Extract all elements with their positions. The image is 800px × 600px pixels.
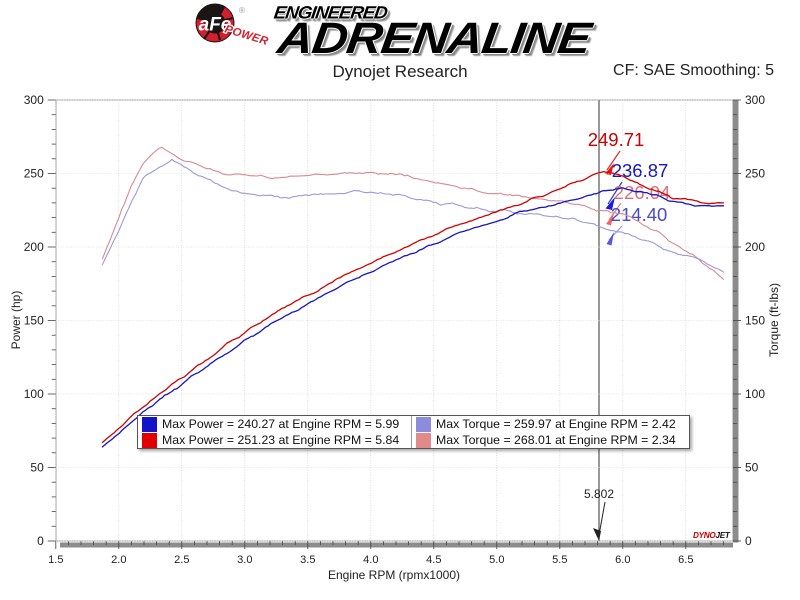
svg-text:Engine RPM (rpmx1000): Engine RPM (rpmx1000) <box>328 568 460 582</box>
svg-text:4.0: 4.0 <box>363 554 378 566</box>
svg-text:200: 200 <box>745 240 765 254</box>
svg-text:1.5: 1.5 <box>48 554 63 566</box>
svg-text:6.5: 6.5 <box>678 554 693 566</box>
svg-text:2.5: 2.5 <box>174 554 189 566</box>
svg-text:4.5: 4.5 <box>426 554 441 566</box>
svg-text:DYNOJET: DYNOJET <box>693 531 731 540</box>
svg-text:300: 300 <box>24 93 44 107</box>
svg-text:250: 250 <box>745 167 765 181</box>
svg-text:0: 0 <box>37 534 44 548</box>
svg-text:300: 300 <box>745 93 765 107</box>
svg-text:6.0: 6.0 <box>615 554 630 566</box>
svg-text:200: 200 <box>24 240 44 254</box>
svg-text:150: 150 <box>24 314 44 328</box>
svg-text:150: 150 <box>745 314 765 328</box>
svg-text:100: 100 <box>24 387 44 401</box>
svg-text:5.802: 5.802 <box>584 487 614 501</box>
svg-text:50: 50 <box>745 461 759 475</box>
svg-text:236.87: 236.87 <box>612 160 669 181</box>
svg-text:Power (hp): Power (hp) <box>9 291 23 350</box>
svg-text:®: ® <box>239 6 245 15</box>
svg-text:3.0: 3.0 <box>237 554 252 566</box>
svg-text:Torque (ft-lbs): Torque (ft-lbs) <box>767 283 781 357</box>
svg-text:5.0: 5.0 <box>489 554 504 566</box>
svg-text:100: 100 <box>745 387 765 401</box>
svg-text:POWER: POWER <box>223 23 270 48</box>
svg-text:2.0: 2.0 <box>111 554 126 566</box>
svg-text:3.5: 3.5 <box>300 554 315 566</box>
svg-text:5.5: 5.5 <box>552 554 567 566</box>
svg-text:249.71: 249.71 <box>588 129 645 150</box>
svg-text:50: 50 <box>30 461 44 475</box>
svg-text:250: 250 <box>24 167 44 181</box>
svg-text:0: 0 <box>745 534 752 548</box>
